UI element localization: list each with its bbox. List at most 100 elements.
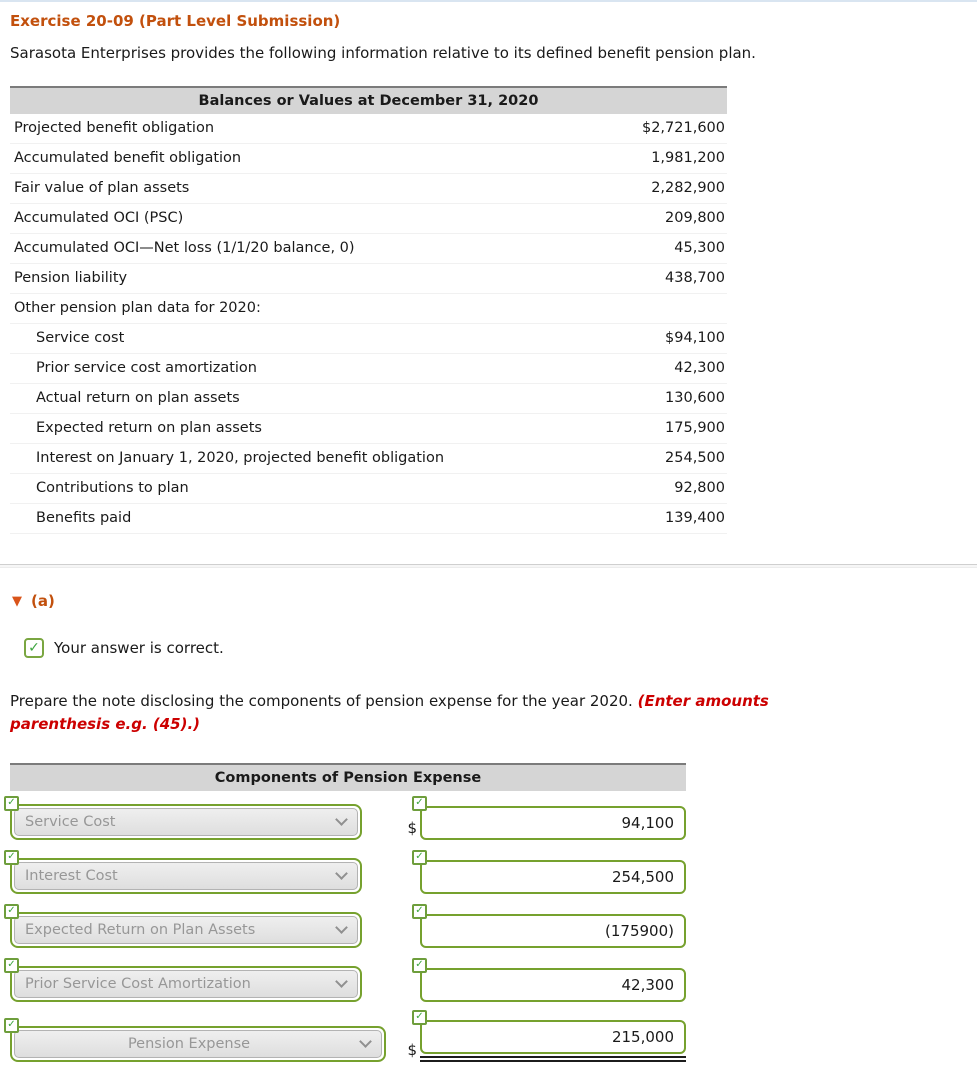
component-dropdown[interactable]: ✓ Service Cost xyxy=(4,795,362,840)
dropdown-selected-label: Expected Return on Plan Assets xyxy=(25,921,256,938)
balances-row: Benefits paid 139,400 xyxy=(10,504,727,534)
balances-row-value: 2,282,900 xyxy=(651,180,725,196)
dropdown-control[interactable]: Interest Cost xyxy=(14,861,358,890)
balances-row: Pension liability 438,700 xyxy=(10,264,727,294)
amount-input[interactable] xyxy=(420,913,686,948)
amount-field: ✓ xyxy=(412,957,686,1002)
amount-input[interactable] xyxy=(420,859,686,894)
chevron-down-icon xyxy=(335,921,348,934)
balances-row-value: 209,800 xyxy=(665,210,725,226)
balances-row-label: Expected return on plan assets xyxy=(36,420,262,436)
balances-row-value: $94,100 xyxy=(665,330,725,346)
balances-row: Accumulated OCI—Net loss (1/1/20 balance… xyxy=(10,234,727,264)
component-row: ✓ Service Cost $ ✓ xyxy=(4,793,686,840)
correct-check-icon: ✓ xyxy=(412,903,427,919)
amount-group: ✓ xyxy=(402,957,686,1002)
balances-row-label: Interest on January 1, 2020, projected b… xyxy=(36,450,445,466)
correct-check-icon: ✓ xyxy=(412,849,427,865)
balances-row-value: 130,600 xyxy=(665,390,725,406)
correct-check-icon: ✓ xyxy=(412,957,427,973)
balances-row: Contributions to plan 92,800 xyxy=(10,474,727,504)
amount-input[interactable] xyxy=(420,1019,686,1054)
chevron-down-icon xyxy=(359,1035,372,1048)
balances-row-value: 92,800 xyxy=(674,480,725,496)
balances-row-label: Accumulated OCI—Net loss (1/1/20 balance… xyxy=(14,240,355,256)
dollar-prefix xyxy=(402,999,417,1002)
balances-row-label: Prior service cost amortization xyxy=(36,360,257,376)
chevron-down-icon xyxy=(335,813,348,826)
balances-row-label: Fair value of plan assets xyxy=(14,180,190,196)
balances-row-label: Projected benefit obligation xyxy=(14,120,215,136)
exercise-title: Exercise 20-09 (Part Level Submission) xyxy=(10,12,341,30)
balances-row-label: Accumulated benefit obligation xyxy=(14,150,242,166)
intro-text: Sarasota Enterprises provides the follow… xyxy=(10,44,756,62)
amount-group: ✓ xyxy=(402,849,686,894)
dropdown-selected-label: Prior Service Cost Amortization xyxy=(25,975,251,992)
balances-row-label: Benefits paid xyxy=(36,510,132,526)
correct-check-icon: ✓ xyxy=(412,1009,427,1025)
balances-row-value: 1,981,200 xyxy=(651,150,725,166)
dollar-prefix: $ xyxy=(407,818,417,837)
component-dropdown[interactable]: ✓ Interest Cost xyxy=(4,849,362,894)
dropdown-selected-label: Service Cost xyxy=(25,813,116,830)
amount-field: ✓ xyxy=(412,849,686,894)
component-row: ✓ Interest Cost ✓ xyxy=(4,847,686,894)
balances-row: Projected benefit obligation $2,721,600 xyxy=(10,114,727,144)
balances-row-value: 45,300 xyxy=(674,240,725,256)
amount-group: $ ✓ xyxy=(402,795,686,840)
correct-check-icon: ✓ xyxy=(4,957,19,973)
dropdown-selected-label: Pension Expense xyxy=(127,1035,251,1052)
instruction-emphasis-line2: parenthesis e.g. (45).) xyxy=(10,715,201,734)
dollar-prefix xyxy=(402,945,417,948)
amount-input[interactable] xyxy=(420,967,686,1002)
dollar-prefix xyxy=(402,891,417,894)
correct-check-icon: ✓ xyxy=(4,903,19,919)
chevron-down-icon xyxy=(335,867,348,880)
component-dropdown[interactable]: ✓ Pension Expense xyxy=(4,1017,386,1062)
answer-status-text: Your answer is correct. xyxy=(54,639,224,657)
dropdown-control[interactable]: Prior Service Cost Amortization xyxy=(14,969,358,998)
amount-field: ✓ xyxy=(412,1009,686,1062)
balances-row-label: Other pension plan data for 2020: xyxy=(14,300,261,316)
component-row: ✓ Prior Service Cost Amortization ✓ xyxy=(4,955,686,1002)
balances-row-value: 254,500 xyxy=(665,450,725,466)
balances-row: Other pension plan data for 2020: xyxy=(10,294,727,324)
dropdown-selected-label: Interest Cost xyxy=(25,867,118,884)
correct-check-icon: ✓ xyxy=(4,795,19,811)
balances-row: Accumulated OCI (PSC) 209,800 xyxy=(10,204,727,234)
balances-row-label: Contributions to plan xyxy=(36,480,189,496)
correct-check-icon: ✓ xyxy=(24,638,44,658)
component-dropdown[interactable]: ✓ Prior Service Cost Amortization xyxy=(4,957,362,1002)
section-a-label: (a) xyxy=(31,592,55,610)
balances-table-body: Projected benefit obligation $2,721,600 Ac… xyxy=(10,114,727,534)
components-table-header: Components of Pension Expense xyxy=(10,762,686,791)
dropdown-control[interactable]: Expected Return on Plan Assets xyxy=(14,915,358,944)
balances-row-value: $2,721,600 xyxy=(641,120,725,136)
collapse-triangle-icon[interactable]: ▼ xyxy=(12,593,22,609)
answer-status-row: ✓ Your answer is correct. xyxy=(24,638,967,658)
balances-row-value: 175,900 xyxy=(665,420,725,436)
correct-check-icon: ✓ xyxy=(4,849,19,865)
amount-field: ✓ xyxy=(412,903,686,948)
amount-input[interactable] xyxy=(420,805,686,840)
balances-row-label: Accumulated OCI (PSC) xyxy=(14,210,184,226)
component-row: ✓ Expected Return on Plan Assets ✓ xyxy=(4,901,686,948)
balances-row: Service cost $94,100 xyxy=(10,324,727,354)
correct-check-icon: ✓ xyxy=(412,795,427,811)
dropdown-control[interactable]: Pension Expense xyxy=(14,1029,382,1058)
balances-row-value: 139,400 xyxy=(665,510,725,526)
balances-row: Actual return on plan assets 130,600 xyxy=(10,384,727,414)
balances-table-header: Balances or Values at December 31, 2020 xyxy=(10,86,727,114)
amount-field: ✓ xyxy=(412,795,686,840)
dropdown-control[interactable]: Service Cost xyxy=(14,807,358,836)
balances-row-value: 438,700 xyxy=(665,270,725,286)
dollar-prefix: $ xyxy=(407,1040,417,1059)
amount-group: ✓ xyxy=(402,903,686,948)
balances-table: Balances or Values at December 31, 2020 … xyxy=(10,86,727,534)
section-divider xyxy=(0,564,977,568)
component-row: ✓ Pension Expense $ ✓ xyxy=(4,1009,686,1062)
component-dropdown[interactable]: ✓ Expected Return on Plan Assets xyxy=(4,903,362,948)
balances-row-label: Service cost xyxy=(36,330,125,346)
chevron-down-icon xyxy=(335,975,348,988)
